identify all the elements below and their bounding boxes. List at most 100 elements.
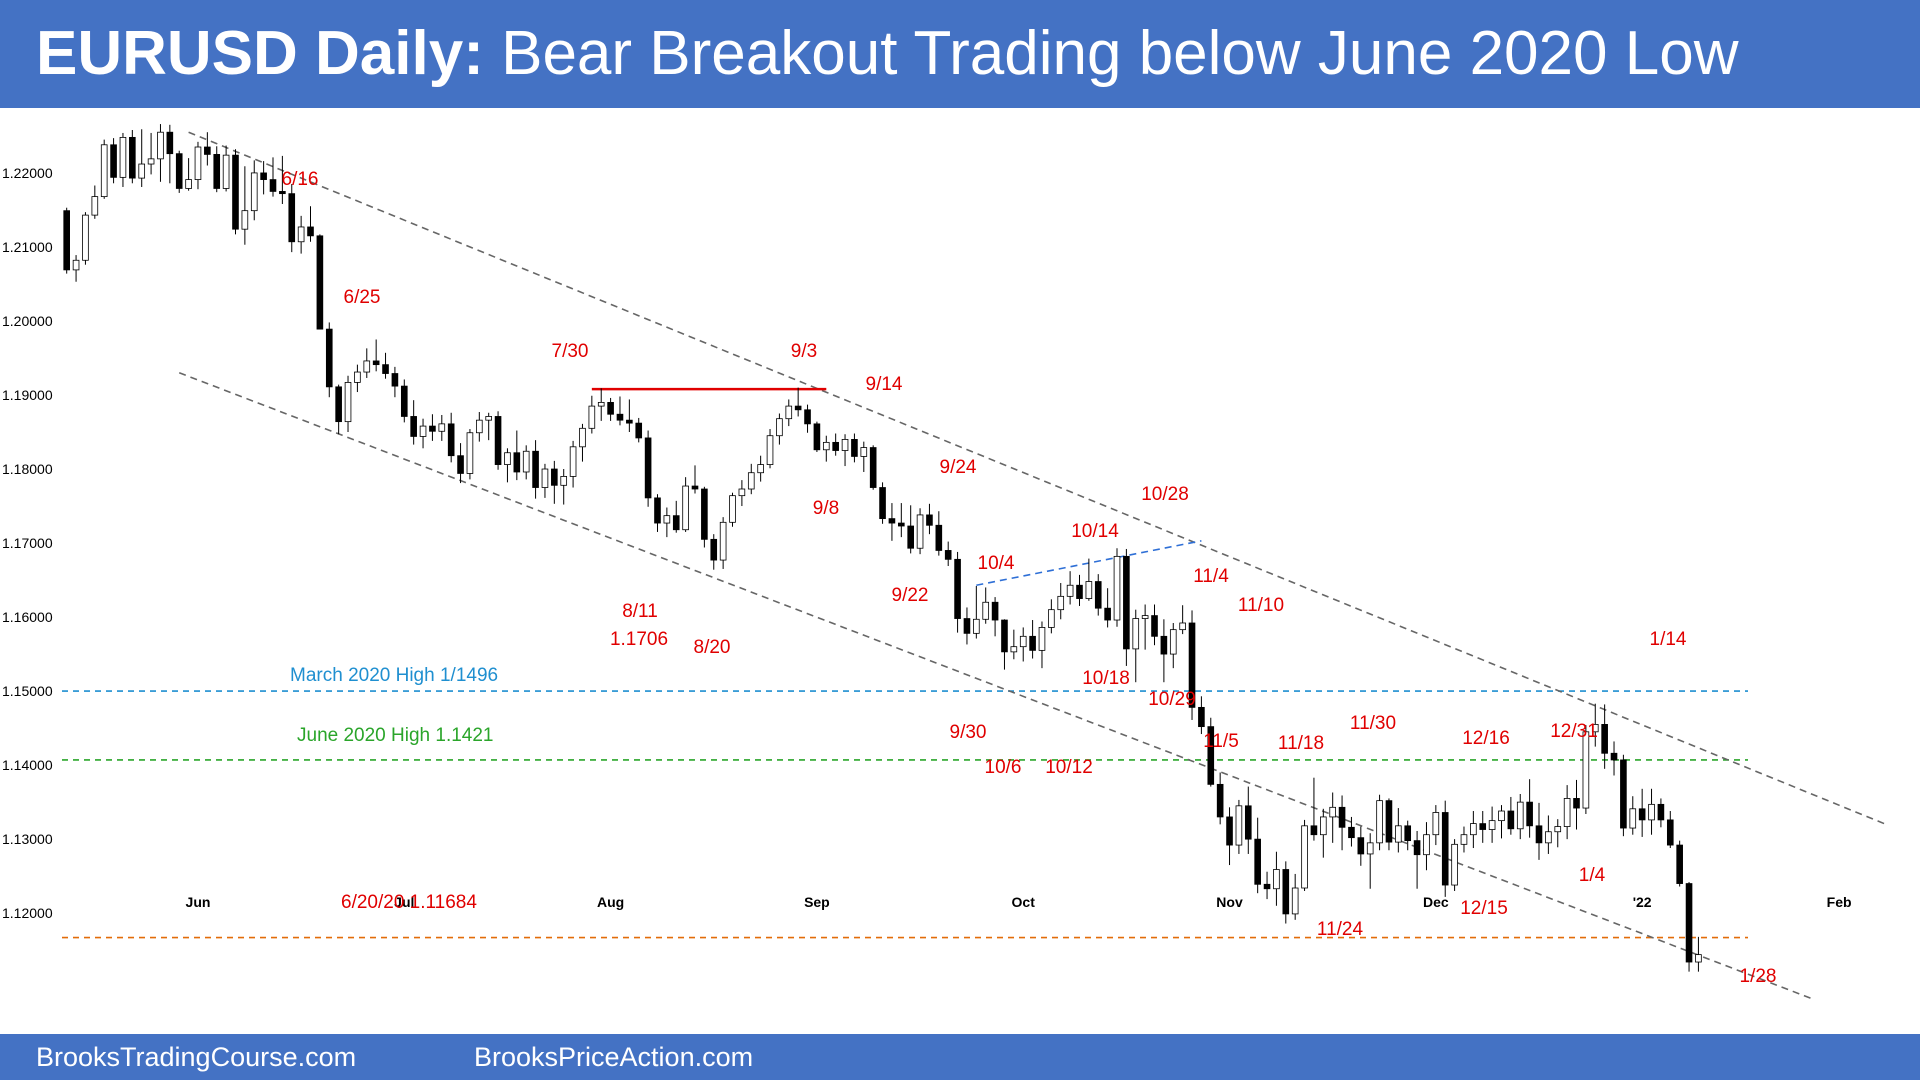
trend-lines	[178, 131, 1887, 1000]
candle-body	[663, 515, 671, 524]
candle-body	[213, 154, 221, 189]
candle-body	[1507, 810, 1515, 830]
candle	[682, 477, 689, 532]
candle	[1179, 605, 1186, 635]
candle	[138, 129, 146, 187]
candle-body	[1573, 798, 1580, 809]
candle-body	[851, 439, 858, 457]
x-tick-label: Oct	[1012, 894, 1036, 910]
candle-body	[1348, 826, 1355, 839]
candle-body	[91, 196, 99, 216]
candle-body	[138, 163, 146, 179]
candle-body	[204, 146, 211, 155]
footer-left-link[interactable]: BrooksTradingCourse.com	[36, 1042, 357, 1072]
candle-body	[504, 452, 511, 465]
date-annotation: 7/30	[552, 341, 589, 362]
candle	[560, 469, 568, 505]
candle	[241, 166, 249, 245]
candle	[185, 158, 192, 191]
candle	[1226, 807, 1233, 866]
candle	[1151, 604, 1158, 646]
candle-body	[532, 450, 539, 488]
candle-body	[1545, 831, 1552, 844]
candle-body	[1244, 805, 1252, 840]
candle-body	[110, 144, 117, 178]
candle	[1479, 811, 1487, 843]
candle	[907, 505, 914, 554]
candle	[1535, 802, 1543, 860]
candle-body	[1338, 806, 1346, 828]
candle-body	[1526, 801, 1533, 827]
candle-body	[1516, 801, 1524, 830]
candle-body	[1554, 826, 1562, 833]
candle-body	[222, 154, 230, 189]
candle-body	[1629, 808, 1637, 829]
candle-body	[832, 441, 839, 451]
candle	[644, 430, 652, 507]
candle-body	[551, 468, 558, 486]
candle-body	[307, 226, 314, 237]
candle	[616, 396, 624, 426]
candle	[1488, 806, 1496, 843]
candle	[1188, 610, 1196, 720]
candle	[1066, 571, 1074, 605]
y-tick-label: 1.13000	[2, 831, 53, 847]
candle	[973, 585, 980, 639]
candle-body	[1104, 607, 1111, 621]
candle-body	[710, 538, 718, 561]
candle-body	[279, 191, 286, 195]
candle	[419, 418, 427, 449]
candle-body	[879, 487, 886, 520]
candle	[1169, 622, 1177, 669]
footer-right-link[interactable]: BrooksPriceAction.com	[474, 1042, 754, 1072]
candle	[813, 421, 821, 452]
candle-body	[991, 601, 999, 621]
date-annotation: 11/5	[1203, 731, 1239, 752]
candle-body	[813, 423, 821, 451]
candle	[91, 185, 99, 219]
candle	[1629, 796, 1637, 835]
candle	[804, 404, 811, 433]
candle-body	[185, 179, 192, 189]
candle-body	[335, 386, 342, 423]
candle	[738, 480, 746, 507]
candle-body	[1432, 812, 1440, 836]
date-annotation: 12/15	[1460, 898, 1508, 919]
candle	[1048, 599, 1055, 634]
candle-body	[682, 485, 689, 531]
candle-body	[944, 550, 952, 560]
candle-body	[438, 423, 446, 432]
candle	[1141, 604, 1149, 650]
candle-body	[82, 214, 89, 261]
candle	[297, 215, 305, 254]
candle	[926, 503, 933, 535]
candle	[1441, 800, 1449, 897]
channel-lower-line	[178, 372, 1812, 1000]
candle-body	[1329, 806, 1336, 818]
candle-body	[672, 515, 680, 531]
candle-body	[785, 405, 793, 420]
candle	[485, 412, 492, 441]
candle-body	[1385, 800, 1393, 843]
candle-body	[738, 488, 746, 497]
candle	[194, 141, 202, 190]
candle	[1123, 548, 1130, 666]
candle-body	[569, 446, 577, 477]
candle-body	[250, 172, 258, 212]
candle-body	[954, 558, 961, 619]
candle-body	[1451, 843, 1458, 886]
channel-upper-line	[188, 131, 1887, 826]
candle	[382, 352, 389, 379]
x-tick-label: Sep	[804, 894, 830, 910]
y-tick-label: 1.12000	[2, 905, 53, 921]
june-2020-low-label: 6/20/20 1.11684	[341, 892, 477, 913]
candle	[626, 399, 633, 433]
candle-body	[175, 153, 183, 189]
candle-body	[1441, 812, 1449, 886]
candle-body	[757, 464, 764, 474]
y-tick-label: 1.14000	[2, 757, 53, 773]
candle	[1310, 777, 1318, 841]
candle	[1076, 574, 1083, 606]
candle-body	[1179, 622, 1186, 631]
candle-body	[597, 401, 605, 407]
